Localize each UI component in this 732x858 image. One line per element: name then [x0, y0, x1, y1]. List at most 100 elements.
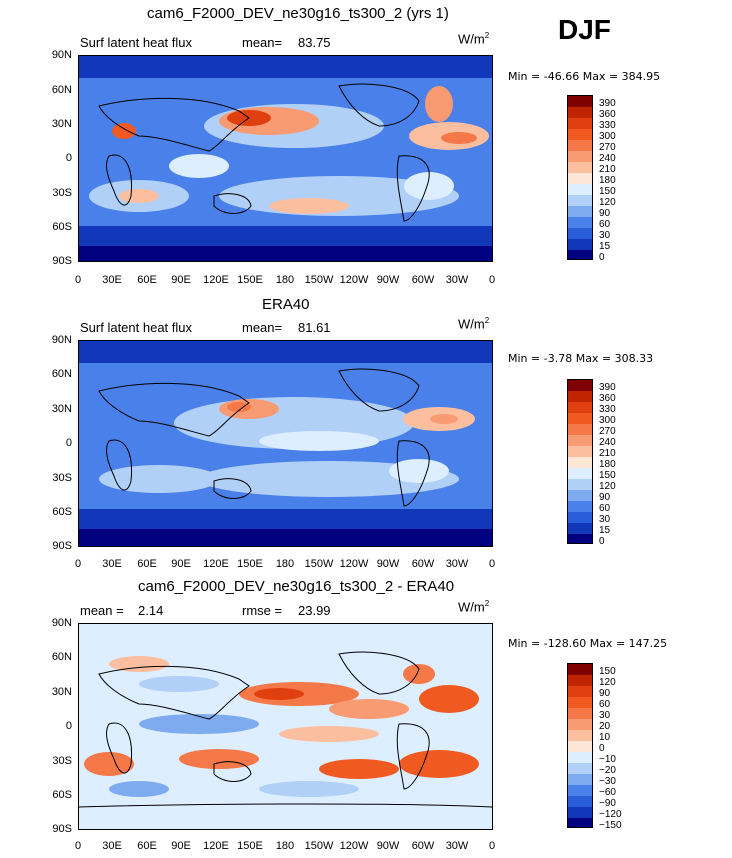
colorbar-label: 120: [599, 197, 616, 208]
panel3-ytick: 30S: [52, 755, 72, 767]
colorbar-label: 270: [599, 142, 616, 153]
panel1-mean-label: mean=: [242, 35, 283, 50]
colorbar-label: −120: [599, 809, 622, 820]
panel1-ytick: 0: [65, 152, 72, 164]
panel2-xtick: 120E: [203, 558, 229, 570]
panel1-xtick: 180: [275, 274, 295, 286]
panel1-ytick: 60N: [51, 84, 72, 96]
panel3-xtick: 0: [488, 840, 496, 852]
panel1-xtick: 120W: [339, 274, 369, 286]
panel1-xtick: 0: [488, 274, 496, 286]
panel2-units: W/m2: [458, 316, 490, 332]
panel1-map: [78, 55, 493, 262]
colorbar-label: 390: [599, 382, 616, 393]
panel2-xtick: 150E: [237, 558, 263, 570]
colorbar-label: −60: [599, 787, 616, 798]
panel2-ytick: 30N: [51, 403, 72, 415]
colorbar-label: 360: [599, 393, 616, 404]
panel2-xtick: 180: [275, 558, 295, 570]
colorbar-label: 270: [599, 426, 616, 437]
panel1-colorbar-swatches: [567, 95, 593, 260]
panel3-mean-value: 2.14: [138, 603, 164, 618]
season-label: DJF: [558, 14, 611, 45]
panel2-field: [79, 341, 492, 546]
colorbar-label: 180: [599, 175, 616, 186]
colorbar-label: 120: [599, 481, 616, 492]
colorbar-label: 15: [599, 525, 611, 536]
panel1-minmax: Min = -46.66 Max = 384.95: [508, 70, 661, 83]
panel1-ytick: 90S: [52, 255, 72, 267]
colorbar-label: 0: [599, 743, 605, 754]
panel3-xtick: 0: [74, 840, 82, 852]
colorbar-label: 90: [599, 208, 611, 219]
panel1-mean-value: 83.75: [298, 35, 331, 50]
colorbar-label: 30: [599, 710, 611, 721]
panel3-xtick: 60E: [137, 840, 157, 852]
panel3-mean-label: mean =: [80, 603, 124, 618]
panel1-xtick: 150W: [304, 274, 334, 286]
colorbar-label: 10: [599, 732, 611, 743]
colorbar-label: 330: [599, 120, 616, 131]
panel1-xtick: 90W: [376, 274, 400, 286]
panel3-ytick: 90N: [51, 617, 72, 629]
panel1-xtick: 60E: [137, 274, 157, 286]
panel2-title: ERA40: [262, 296, 310, 313]
panel2-subtitle: Surf latent heat flux: [80, 320, 193, 335]
panel1-ytick: 30S: [52, 187, 72, 199]
panel2-xtick: 0: [488, 558, 496, 570]
panel1-ytick: 30N: [51, 118, 72, 130]
colorbar-label: 90: [599, 688, 611, 699]
colorbar-label: 60: [599, 219, 611, 230]
panel2-xtick: 60E: [137, 558, 157, 570]
panel3-rmse-value: 23.99: [298, 603, 331, 618]
panel3-xtick: 120E: [203, 840, 229, 852]
colorbar-label: 330: [599, 404, 616, 415]
colorbar-label: 390: [599, 98, 616, 109]
panel3-title: cam6_F2000_DEV_ne30g16_ts300_2 - ERA40: [138, 578, 455, 595]
panel3-rmse-label: rmse =: [242, 603, 283, 618]
panel2-ytick: 30S: [52, 472, 72, 484]
panel1-title: cam6_F2000_DEV_ne30g16_ts300_2 (yrs 1): [147, 5, 449, 22]
panel1-xtick: 30E: [102, 274, 122, 286]
panel2-ytick: 90S: [52, 540, 72, 552]
colorbar-label: 60: [599, 699, 611, 710]
panel2-ytick: 90N: [51, 334, 72, 346]
panel1-xtick: 0: [74, 274, 82, 286]
panel3-minmax: Min = -128.60 Max = 147.25: [508, 637, 668, 650]
panel3-ytick: 0: [65, 720, 72, 732]
colorbar-label: 300: [599, 131, 616, 142]
panel2-ytick: 60N: [51, 368, 72, 380]
panel1-subtitle: Surf latent heat flux: [80, 35, 193, 50]
panel3-ytick: 90S: [52, 823, 72, 835]
colorbar-label: −90: [599, 798, 616, 809]
panel3-xtick: 120W: [339, 840, 369, 852]
panel1-xtick: 150E: [237, 274, 263, 286]
panel2-xtick: 90E: [171, 558, 191, 570]
colorbar-label: 180: [599, 459, 616, 470]
colorbar-label: 0: [599, 536, 605, 547]
panel1-xtick: 30W: [445, 274, 469, 286]
panel2-ytick: 0: [65, 437, 72, 449]
panel2-xtick: 0: [74, 558, 82, 570]
colorbar-label: 300: [599, 415, 616, 426]
panel2-xtick: 150W: [304, 558, 334, 570]
colorbar-label: 0: [599, 252, 605, 263]
panel3-field: [79, 624, 492, 829]
panel2-map: [78, 340, 493, 547]
colorbar-label: −30: [599, 776, 616, 787]
panel1-xtick: 60W: [411, 274, 435, 286]
colorbar-label: 150: [599, 186, 616, 197]
panel2-xtick: 120W: [339, 558, 369, 570]
colorbar-label: 360: [599, 109, 616, 120]
panel3-xtick: 180: [275, 840, 295, 852]
panel1-field: [79, 56, 492, 261]
panel2-mean-value: 81.61: [298, 320, 331, 335]
colorbar-label: 15: [599, 241, 611, 252]
panel2-minmax: Min = -3.78 Max = 308.33: [508, 352, 654, 365]
panel3-colorbar-swatches: [567, 663, 593, 828]
panel1-ytick: 90N: [51, 49, 72, 61]
panel2-colorbar-swatches: [567, 379, 593, 544]
panel1-xtick: 90E: [171, 274, 191, 286]
panel3-xtick: 30E: [102, 840, 122, 852]
panel2-mean-label: mean=: [242, 320, 283, 335]
